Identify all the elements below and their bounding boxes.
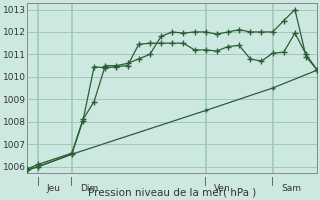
Text: |: | — [37, 177, 40, 186]
Text: Jeu: Jeu — [47, 184, 61, 193]
Text: |: | — [70, 177, 73, 186]
Text: Sam: Sam — [281, 184, 301, 193]
Text: |: | — [271, 177, 274, 186]
Text: Ven: Ven — [214, 184, 231, 193]
Text: Dim: Dim — [80, 184, 98, 193]
Text: |: | — [204, 177, 207, 186]
X-axis label: Pression niveau de la mer( hPa ): Pression niveau de la mer( hPa ) — [88, 187, 256, 197]
